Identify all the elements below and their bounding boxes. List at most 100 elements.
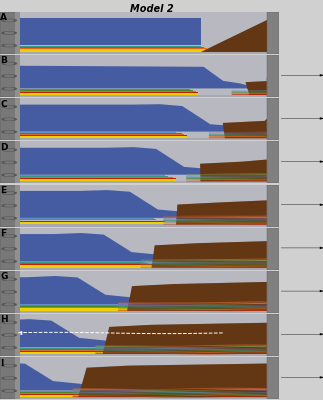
Polygon shape bbox=[163, 216, 267, 217]
Polygon shape bbox=[141, 263, 267, 264]
Circle shape bbox=[2, 118, 16, 120]
Circle shape bbox=[5, 236, 14, 237]
Bar bbox=[0, 271, 18, 313]
Polygon shape bbox=[186, 180, 267, 181]
Bar bbox=[18, 46, 201, 47]
Circle shape bbox=[2, 278, 16, 280]
Circle shape bbox=[2, 260, 16, 262]
Bar bbox=[18, 175, 165, 176]
Polygon shape bbox=[209, 135, 267, 136]
Polygon shape bbox=[18, 233, 207, 261]
Bar bbox=[0, 314, 18, 356]
Polygon shape bbox=[219, 119, 267, 138]
Bar bbox=[18, 392, 115, 393]
Text: G: G bbox=[0, 272, 8, 281]
Bar bbox=[18, 305, 134, 306]
Bar bbox=[16, 314, 20, 356]
Bar bbox=[18, 50, 210, 52]
Bar bbox=[18, 90, 193, 91]
Circle shape bbox=[2, 88, 16, 90]
Polygon shape bbox=[95, 349, 267, 351]
Bar bbox=[18, 394, 120, 395]
Text: F: F bbox=[0, 229, 6, 238]
Polygon shape bbox=[163, 221, 267, 222]
Bar bbox=[267, 12, 279, 54]
Circle shape bbox=[5, 45, 14, 46]
Polygon shape bbox=[97, 323, 267, 354]
Bar bbox=[17, 181, 267, 184]
Polygon shape bbox=[141, 261, 267, 262]
Bar bbox=[18, 48, 207, 49]
Bar bbox=[18, 306, 137, 307]
Bar bbox=[18, 222, 165, 224]
Polygon shape bbox=[73, 393, 267, 395]
Bar bbox=[18, 351, 131, 352]
Polygon shape bbox=[171, 200, 267, 224]
Polygon shape bbox=[118, 308, 267, 310]
Bar bbox=[18, 93, 198, 95]
Circle shape bbox=[5, 322, 14, 323]
Bar bbox=[18, 134, 184, 135]
Bar bbox=[16, 142, 20, 184]
Polygon shape bbox=[118, 302, 267, 303]
Text: Model 2: Model 2 bbox=[130, 4, 174, 14]
Circle shape bbox=[2, 377, 16, 379]
Circle shape bbox=[2, 217, 16, 219]
Circle shape bbox=[2, 192, 16, 194]
Circle shape bbox=[5, 106, 14, 107]
Polygon shape bbox=[95, 346, 267, 348]
Polygon shape bbox=[73, 392, 267, 394]
Bar bbox=[18, 352, 131, 354]
Polygon shape bbox=[232, 93, 267, 94]
Circle shape bbox=[2, 347, 16, 349]
Polygon shape bbox=[118, 303, 267, 304]
Bar bbox=[18, 219, 156, 220]
Polygon shape bbox=[97, 323, 267, 354]
Bar bbox=[18, 136, 187, 138]
Polygon shape bbox=[232, 92, 267, 93]
Circle shape bbox=[2, 364, 16, 367]
Circle shape bbox=[5, 32, 14, 34]
Polygon shape bbox=[118, 306, 267, 308]
Circle shape bbox=[5, 248, 14, 249]
Text: II: II bbox=[20, 332, 23, 336]
Text: A: A bbox=[0, 13, 7, 22]
Bar bbox=[18, 395, 120, 397]
Bar bbox=[17, 268, 267, 270]
Circle shape bbox=[5, 63, 14, 64]
Bar bbox=[18, 263, 148, 264]
Circle shape bbox=[5, 334, 14, 336]
Circle shape bbox=[5, 131, 14, 132]
Bar bbox=[18, 135, 187, 136]
Polygon shape bbox=[163, 224, 267, 225]
Bar bbox=[267, 228, 279, 270]
Bar bbox=[267, 185, 279, 226]
Polygon shape bbox=[95, 344, 267, 346]
Bar bbox=[18, 264, 154, 265]
Bar bbox=[267, 357, 279, 399]
Circle shape bbox=[5, 88, 14, 89]
Circle shape bbox=[2, 304, 16, 306]
Polygon shape bbox=[73, 389, 267, 391]
Circle shape bbox=[2, 334, 16, 336]
Text: E: E bbox=[0, 186, 6, 195]
Polygon shape bbox=[18, 66, 259, 88]
Bar bbox=[17, 52, 267, 54]
Polygon shape bbox=[73, 364, 267, 397]
Polygon shape bbox=[141, 260, 267, 261]
Circle shape bbox=[5, 218, 14, 219]
Bar bbox=[18, 91, 195, 92]
Polygon shape bbox=[201, 20, 267, 52]
Circle shape bbox=[2, 291, 16, 293]
Circle shape bbox=[2, 174, 16, 176]
Circle shape bbox=[5, 149, 14, 150]
Bar bbox=[16, 357, 20, 399]
Circle shape bbox=[5, 174, 14, 176]
Polygon shape bbox=[73, 364, 267, 397]
Polygon shape bbox=[18, 104, 286, 132]
Bar bbox=[17, 138, 267, 140]
Circle shape bbox=[5, 390, 14, 392]
Text: H: H bbox=[0, 315, 8, 324]
Polygon shape bbox=[244, 78, 287, 95]
Polygon shape bbox=[18, 276, 181, 304]
